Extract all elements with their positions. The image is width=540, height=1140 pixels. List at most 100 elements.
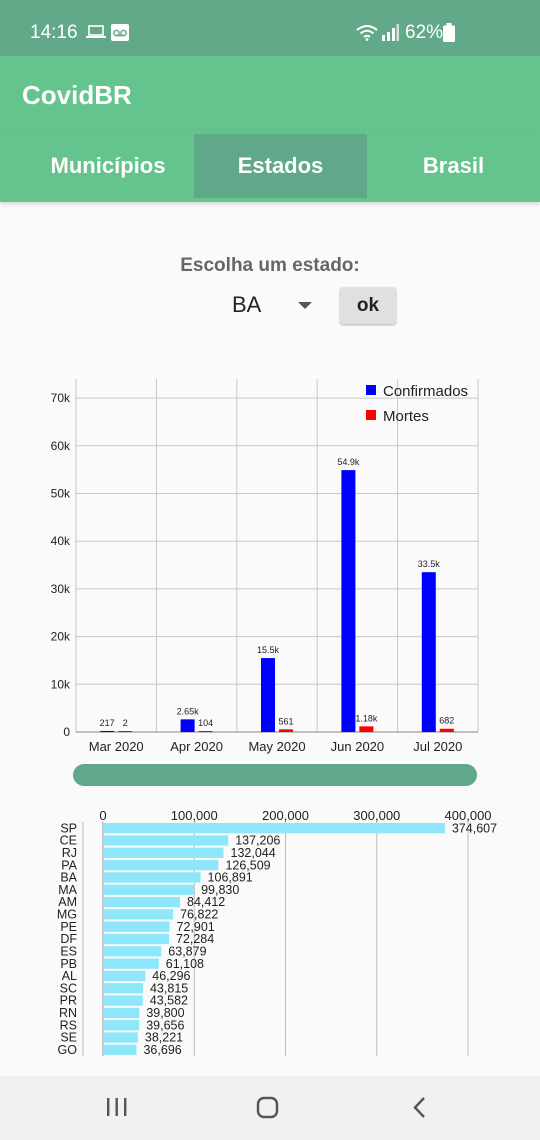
x-tick-label: Jul 2020 <box>413 739 462 754</box>
bar-value-label: 15.5k <box>257 645 280 655</box>
state-bar <box>103 872 201 883</box>
tab-estados[interactable]: Estados <box>194 134 367 198</box>
bar-value-label: 76,822 <box>180 908 218 922</box>
state-label: PB <box>60 957 77 971</box>
y-tick-label: 60k <box>51 439 71 453</box>
state-label: SE <box>60 1031 77 1045</box>
recent-apps-icon[interactable] <box>104 1094 130 1122</box>
mortes-bar <box>359 726 374 732</box>
y-tick-label: 0 <box>63 725 70 739</box>
state-label: AL <box>62 969 77 983</box>
x-tick-label: 0 <box>99 808 106 823</box>
y-tick-label: 70k <box>51 391 71 405</box>
chart-scrollbar[interactable] <box>73 764 477 786</box>
tab-municipios[interactable]: Municípios <box>50 153 166 178</box>
x-tick-label: May 2020 <box>248 739 305 754</box>
bar-value-label: 106,891 <box>208 871 253 885</box>
bar-value-label: 2 <box>123 718 128 728</box>
state-dropdown-value: BA <box>232 292 262 317</box>
bar-value-label: 99,830 <box>201 883 239 897</box>
bar-value-label: 72,284 <box>176 932 214 946</box>
mortes-bar <box>439 728 454 732</box>
state-label: PE <box>60 920 77 934</box>
state-bar <box>103 859 219 871</box>
bar-value-label: 137,206 <box>235 834 280 848</box>
x-tick-label: Mar 2020 <box>89 739 144 754</box>
state-label: ES <box>60 944 77 958</box>
bar-value-label: 126,509 <box>225 858 270 872</box>
y-tick-label: 50k <box>51 486 71 500</box>
state-bar <box>103 1020 140 1031</box>
nav-bar <box>0 1076 540 1140</box>
home-icon[interactable] <box>254 1094 282 1122</box>
bar-value-label: 43,582 <box>150 994 188 1008</box>
bar-value-label: 374,607 <box>452 821 497 835</box>
state-bar <box>103 1007 140 1019</box>
bar-value-label: 104 <box>198 718 213 728</box>
bar-value-label: 561 <box>278 716 293 726</box>
state-bar <box>103 995 143 1006</box>
confirmados-bar <box>421 572 436 732</box>
x-tick-label: 400,000 <box>445 808 492 823</box>
state-label: MA <box>58 883 77 897</box>
x-tick-label: 300,000 <box>353 808 400 823</box>
state-label: BA <box>60 871 77 885</box>
state-label: CE <box>60 834 77 848</box>
bar-value-label: 38,221 <box>145 1031 183 1045</box>
bar-value-label: 132,044 <box>231 846 276 860</box>
bar-value-label: 33.5k <box>418 559 441 569</box>
app-title: CovidBR <box>22 80 132 110</box>
bar-value-label: 61,108 <box>166 957 204 971</box>
mortes-bar <box>279 729 293 732</box>
state-label: DF <box>60 932 77 946</box>
confirmados-bar <box>100 730 115 732</box>
x-tick-label: Jun 2020 <box>331 739 385 754</box>
voicemail-icon <box>111 24 129 41</box>
status-bar: 14:16 62% <box>0 0 540 56</box>
state-bar <box>103 835 229 846</box>
state-label: PA <box>61 858 77 872</box>
tab-bar: Municípios Estados Brasil <box>0 130 540 202</box>
state-picker-label: Escolha um estado: <box>180 255 360 276</box>
state-label: MG <box>57 908 77 922</box>
state-bar <box>103 896 181 908</box>
app-bar: CovidBR <box>0 56 540 130</box>
state-bar <box>103 884 195 895</box>
state-label: RJ <box>62 846 77 860</box>
bar-value-label: 1.18k <box>355 713 378 723</box>
laptop-icon <box>86 25 106 38</box>
legend-swatch <box>366 385 376 395</box>
state-bar <box>103 1032 138 1043</box>
signal-icon <box>382 24 399 41</box>
bar-value-label: 43,815 <box>150 981 188 995</box>
confirmados-bar <box>180 719 195 732</box>
y-tick-label: 10k <box>51 677 71 691</box>
state-bar <box>103 847 224 858</box>
state-dropdown[interactable]: BA <box>232 292 322 322</box>
legend-swatch <box>366 410 376 420</box>
state-label: PR <box>60 994 77 1008</box>
state-label: GO <box>58 1043 78 1057</box>
y-tick-label: 40k <box>51 534 71 548</box>
bar-value-label: 72,901 <box>177 920 215 934</box>
ok-button[interactable]: ok <box>340 287 396 324</box>
bar-value-label: 63,879 <box>168 944 206 958</box>
legend-label: Mortes <box>383 408 429 425</box>
mortes-bar <box>118 731 133 732</box>
tab-brasil[interactable]: Brasil <box>422 153 485 178</box>
back-icon[interactable] <box>407 1094 433 1122</box>
state-bar <box>103 970 146 982</box>
state-bar <box>103 933 169 945</box>
state-label: SC <box>60 981 77 995</box>
bar-value-label: 39,656 <box>146 1018 184 1032</box>
legend-label: Confirmados <box>383 383 468 400</box>
bar-value-label: 84,412 <box>187 895 225 909</box>
x-tick-label: Apr 2020 <box>170 739 223 754</box>
y-tick-label: 30k <box>51 582 71 596</box>
state-label: SP <box>60 821 77 835</box>
confirmados-bar <box>341 470 356 732</box>
monthly-bar-chart: 0 10k 20k 30k 40k 50k 60k 70k 217 2 Mar 2020 2.65k 1… <box>51 379 479 754</box>
bar-value-label: 54.9k <box>337 457 360 467</box>
state-bar <box>103 921 170 932</box>
wifi-icon <box>356 25 378 41</box>
